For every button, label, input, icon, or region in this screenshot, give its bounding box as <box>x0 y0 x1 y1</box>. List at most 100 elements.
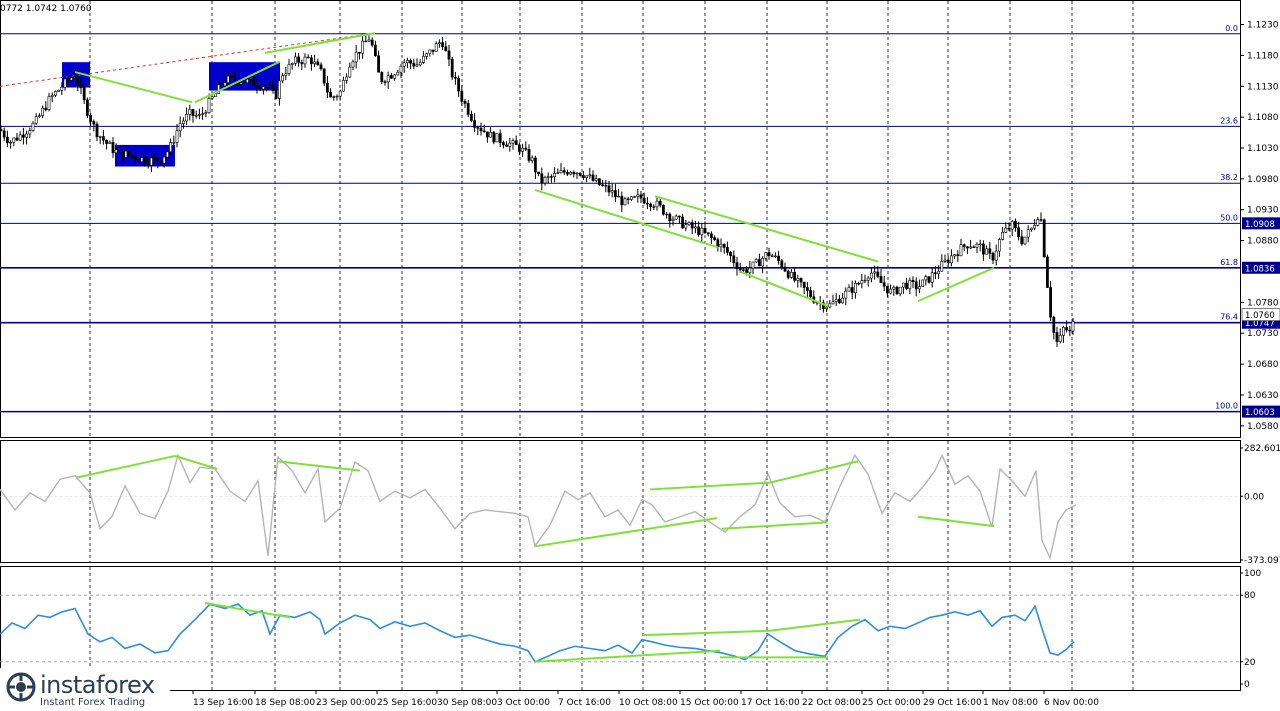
price-axis-label: 1.1180 <box>1247 51 1279 61</box>
candle-body <box>444 46 448 52</box>
candle-body <box>201 113 205 115</box>
candle-body <box>933 272 937 274</box>
time-axis-label: 15 Oct 00:00 <box>680 698 739 708</box>
candle-body <box>217 84 221 94</box>
candle-body <box>652 206 656 208</box>
fib-level-label: 0.0 <box>1225 24 1238 33</box>
candle-body <box>108 142 112 144</box>
candle-body <box>687 222 691 226</box>
candle-body <box>1007 227 1011 230</box>
current-price-label: 1.0760 <box>1245 311 1275 321</box>
candle-body <box>860 280 864 284</box>
candle-body <box>92 121 96 125</box>
price-axis-label: 1.0730 <box>1247 329 1279 339</box>
candle-body <box>908 279 912 289</box>
time-axis-label: 29 Oct 16:00 <box>923 698 982 708</box>
candle-body <box>697 226 701 236</box>
candle-body <box>674 215 678 220</box>
candle-body <box>50 95 54 97</box>
candle-body <box>741 269 745 271</box>
candle-body <box>274 90 278 99</box>
candle-body <box>748 267 752 273</box>
candle-body <box>533 157 537 173</box>
candle-body <box>594 178 598 181</box>
candle-body <box>476 127 480 129</box>
candle-body <box>559 170 563 174</box>
price-trendline <box>264 32 376 54</box>
candle-body <box>367 39 371 42</box>
price-axis-label: 1.1130 <box>1247 82 1279 92</box>
candle-body <box>562 170 566 173</box>
candle-body <box>137 159 141 163</box>
candle-body <box>665 213 669 216</box>
candle-body <box>917 286 921 290</box>
candle-body <box>866 277 870 281</box>
candle-body <box>956 254 960 257</box>
candle-body <box>1030 227 1033 231</box>
candle-body <box>786 270 790 278</box>
candle-body <box>79 84 83 89</box>
fib-price-tag-label: 1.0836 <box>1245 264 1275 274</box>
candle-body <box>47 96 51 110</box>
cci-axis-label: 282.6012 <box>1244 444 1280 454</box>
candle-body <box>319 64 323 70</box>
candle-body <box>745 269 749 273</box>
candle-body <box>332 96 336 98</box>
candle-body <box>469 114 473 121</box>
dashed-trendline <box>0 32 376 87</box>
candle-body <box>399 65 403 73</box>
logo-tagline: Instant Forex Trading <box>40 697 146 708</box>
price-axis-label: 1.0580 <box>1247 422 1279 432</box>
price-trendline <box>194 60 281 104</box>
time-axis-label: 23 Sep 00:00 <box>316 698 376 708</box>
fib-level-label: 23.6 <box>1220 116 1238 125</box>
candle-body <box>118 148 121 151</box>
candle-body <box>34 116 38 124</box>
candle-body <box>370 39 374 46</box>
candle-body <box>15 137 19 141</box>
candle-body <box>642 197 646 204</box>
candle-body <box>53 91 57 96</box>
candle-body <box>457 77 461 92</box>
candle-body <box>172 142 176 144</box>
candle-body <box>1013 221 1017 229</box>
candle-body <box>805 287 809 291</box>
candle-body <box>338 90 342 97</box>
candle-body <box>268 85 272 87</box>
fib-level-label: 50.0 <box>1220 213 1238 222</box>
candle-body <box>940 261 944 272</box>
candle-body <box>460 90 464 102</box>
candle-body <box>690 222 694 229</box>
candle-body <box>447 50 451 60</box>
candle-body <box>1049 287 1053 318</box>
candle-body <box>12 137 16 143</box>
candle-body <box>482 130 486 133</box>
candle-body <box>591 174 595 181</box>
candle-body <box>661 204 665 215</box>
candle-body <box>978 243 982 246</box>
candle-body <box>425 53 429 57</box>
candle-body <box>124 150 128 158</box>
price-axis-label: 1.1230 <box>1247 21 1279 31</box>
candle-body <box>495 133 499 143</box>
price-axis-label: 1.0980 <box>1247 175 1279 185</box>
candle-body <box>102 136 105 141</box>
candle-body <box>537 171 541 175</box>
candle-body <box>645 202 649 205</box>
candle-body <box>150 157 153 166</box>
candle-body <box>655 200 659 208</box>
candle-body <box>89 115 93 122</box>
candle-body <box>1004 227 1008 233</box>
candle-body <box>905 282 909 289</box>
candle-body <box>489 131 493 138</box>
candle-body <box>364 40 368 43</box>
candle-body <box>306 56 310 59</box>
candle-body <box>418 62 422 66</box>
cci-trendline <box>534 517 718 548</box>
rsi-axis-label: 20 <box>1244 658 1256 668</box>
candle-body <box>604 184 608 187</box>
candle-body <box>210 96 214 99</box>
candle-body <box>773 255 777 258</box>
candle-body <box>764 252 768 259</box>
